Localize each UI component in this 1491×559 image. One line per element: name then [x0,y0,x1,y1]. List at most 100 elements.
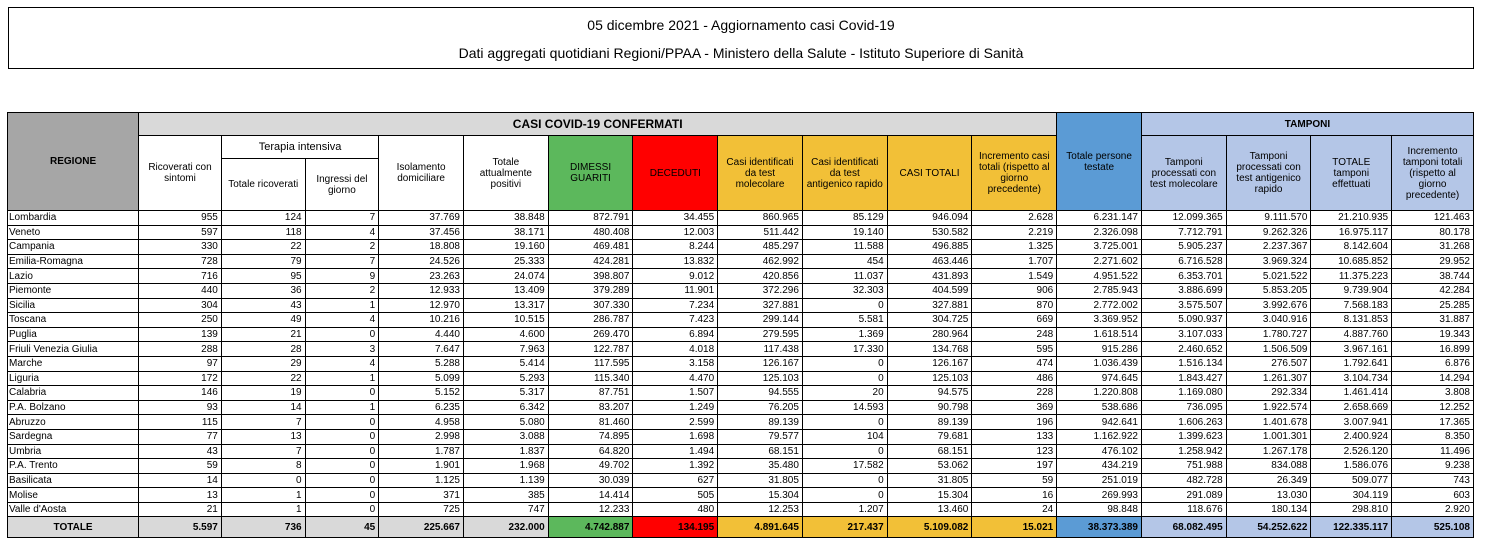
table-cell: 8.131.853 [1310,312,1393,328]
table-cell: 0 [801,355,888,372]
table-cell: 38.744 [1391,268,1474,284]
table-cell: 85.129 [801,210,888,226]
table-row: Basilicata 14 0 0 1.125 1.139 30.039 627 31.805 0… [6,472,1474,489]
table-row: Marche 97 29 4 5.288 5.414 117.595 3.158 126.167… [6,355,1474,372]
region-name-cell: Abruzzo [6,414,140,430]
table-row: Sicilia 304 43 1 12.970 13.317 307.330 7.234 327… [6,297,1474,314]
header-deceduti: DECEDUTI [632,135,719,211]
table-cell: 12.003 [632,224,719,241]
table-cell: 12.099.365 [1140,210,1227,226]
total-cell: 68.082.495 [1140,516,1227,539]
table-cell: 7 [220,414,306,430]
table-cell: 1.968 [462,458,549,474]
table-cell: 751.988 [1140,458,1227,474]
table-cell: 9.111.570 [1225,210,1312,226]
table-cell: 0 [801,487,888,503]
table-cell: 34.455 [632,210,719,226]
table-cell: 299.144 [717,312,803,328]
table-cell: 2.326.098 [1056,224,1142,241]
table-cell: 68.151 [717,443,803,460]
table-cell: 1.461.414 [1310,385,1393,401]
table-cell: 16 [971,487,1058,503]
table-cell: 4.951.522 [1056,268,1142,284]
table-cell: 2.219 [971,224,1058,241]
table-cell: 6.231.147 [1056,210,1142,226]
table-cell: 1.922.574 [1225,399,1312,416]
table-cell: 6.353.701 [1140,268,1227,284]
table-cell: 0 [304,487,380,503]
table-cell: 8 [220,458,306,474]
table-cell: 747 [462,501,549,518]
table-cell: 371 [378,487,464,503]
table-cell: 463.446 [886,253,973,270]
table-cell: 4 [304,312,380,328]
table-cell: 8.142.604 [1310,239,1393,255]
table-cell: 13 [220,428,306,445]
table-cell: 12.253 [717,501,803,518]
table-cell: 7.712.791 [1140,224,1227,241]
table-cell: 509.077 [1310,472,1393,489]
table-row: Toscana 250 49 4 10.216 10.515 286.787 7.423 299… [6,312,1474,328]
total-cell: 122.335.117 [1310,516,1393,539]
table-cell: 126.167 [886,355,973,372]
table-cell: 11.375.223 [1310,268,1393,284]
table-cell: 10.515 [462,312,549,328]
table-row: Umbria 43 7 0 1.787 1.837 64.820 1.494 68.151 0 68… [6,443,1474,460]
region-name-cell: Puglia [6,326,140,343]
total-cell: 5.109.082 [886,516,973,539]
table-cell: 420.856 [717,268,803,284]
table-row: Puglia 139 21 0 4.440 4.600 269.470 6.894 279.59… [6,326,1474,343]
table-cell: 1.843.427 [1140,370,1227,387]
table-cell: 42.284 [1391,282,1474,299]
table-cell: 79.577 [717,428,803,445]
table-cell: 603 [1391,487,1474,503]
table-cell: 38.848 [462,210,549,226]
table-cell: 59 [971,472,1058,489]
header-regione: REGIONE [6,112,140,211]
header-incremento-tamponi: Incremento tamponi totali (rispetto al g… [1391,135,1474,211]
total-cell: 736 [220,516,306,539]
table-cell: 196 [971,414,1058,430]
table-cell: 21 [220,326,306,343]
table-cell: 298.810 [1310,501,1393,518]
table-cell: 480 [632,501,719,518]
table-cell: 29 [220,355,306,372]
table-cell: 13.460 [886,501,973,518]
table-cell: 474 [971,355,1058,372]
table-cell: 3.992.676 [1225,297,1312,314]
table-cell: 1.698 [632,428,719,445]
table-cell: 37.769 [378,210,464,226]
table-cell: 31.805 [886,472,973,489]
table-cell: 11.588 [801,239,888,255]
table-row: Piemonte 440 36 2 12.933 13.409 379.289 11.901 3… [6,282,1474,299]
region-name-cell: P.A. Bolzano [6,399,140,416]
region-name-cell: Friuli Venezia Giulia [6,341,140,357]
table-cell: 288 [138,341,222,357]
table-cell: 122.787 [547,341,634,357]
table-cell: 1.792.641 [1310,355,1393,372]
table-cell: 9.012 [632,268,719,284]
table-cell: 2 [304,239,380,255]
table-cell: 180.134 [1225,501,1312,518]
table-cell: 19.343 [1391,326,1474,343]
table-cell: 8.350 [1391,428,1474,445]
header-positivi: Totale attualmente positivi [462,135,549,211]
table-row: Liguria 172 22 1 5.099 5.293 115.340 4.470 125.1… [6,370,1474,387]
table-cell: 3.158 [632,355,719,372]
header-tamponi-totale: TOTALE tamponi effettuati [1310,135,1393,211]
table-cell: 482.728 [1140,472,1227,489]
table-cell: 330 [138,239,222,255]
table-cell: 5.288 [378,355,464,372]
table-cell: 22 [220,370,306,387]
table-cell: 74.895 [547,428,634,445]
table-cell: 404.599 [886,282,973,299]
table-cell: 94.555 [717,385,803,401]
table-cell: 12.933 [378,282,464,299]
table-cell: 5.581 [801,312,888,328]
table-cell: 79 [220,253,306,270]
table-cell: 9.262.326 [1225,224,1312,241]
table-cell: 304 [138,297,222,314]
table-cell: 49.702 [547,458,634,474]
table-cell: 2.920 [1391,501,1474,518]
table-cell: 12.970 [378,297,464,314]
